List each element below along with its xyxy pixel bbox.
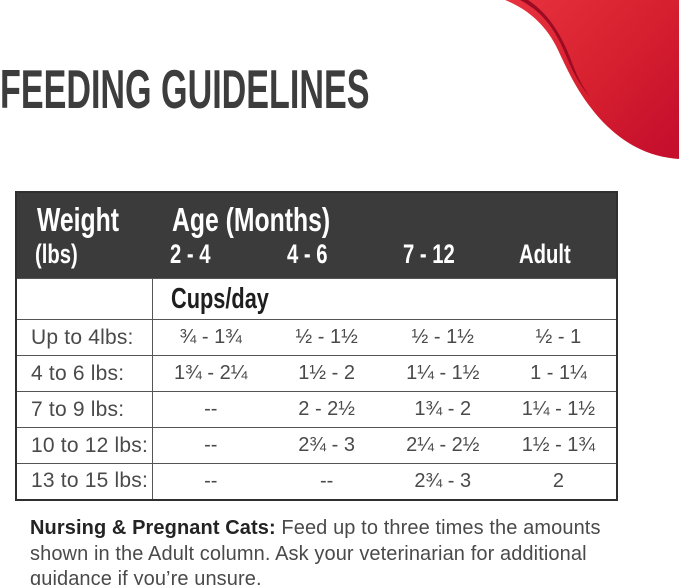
header-age-adult: Adult	[500, 239, 617, 279]
header-row-columns: (lbs) 2 - 4 4 - 6 7 - 12 Adult	[16, 239, 617, 279]
header-age-2-4: 2 - 4	[152, 239, 269, 279]
table-row: 10 to 12 lbs: -- 2¾ - 3 2¼ - 2½ 1½ - 1¾	[16, 427, 617, 464]
feeding-guidelines-table: Weight Age (Months) (lbs) 2 - 4 4 - 6 7 …	[15, 191, 618, 501]
cups-value: --	[152, 427, 269, 464]
table-row: Up to 4lbs: ¾ - 1¾ ½ - 1½ ½ - 1½ ½ - 1	[16, 319, 617, 356]
cups-value: 2¾ - 3	[268, 427, 385, 464]
footnote-body: Feed up to three times the amounts shown…	[30, 517, 601, 585]
weight-label: 7 to 9 lbs:	[16, 391, 153, 428]
cups-value: 2¼ - 2½	[384, 427, 501, 464]
header-age-4-6: 4 - 6	[268, 239, 385, 279]
cups-value: ½ - 1½	[384, 319, 501, 356]
cups-value: --	[268, 463, 385, 500]
header-weight: Weight	[16, 192, 153, 239]
header-age-months: Age (Months)	[152, 192, 617, 239]
cups-value: ½ - 1	[500, 319, 617, 356]
header-age-7-12: 7 - 12	[384, 239, 501, 279]
unit-row-empty-cell	[16, 278, 153, 320]
page-title-text: FEEDING GUIDELINES	[0, 58, 370, 120]
weight-label: Up to 4lbs:	[16, 319, 153, 356]
unit-label: Cups/day	[152, 278, 617, 320]
nursing-pregnant-footnote: Nursing & Pregnant Cats: Feed up to thre…	[30, 516, 650, 585]
weight-label: 4 to 6 lbs:	[16, 355, 153, 392]
header-row-group: Weight Age (Months)	[16, 192, 617, 239]
weight-label: 10 to 12 lbs:	[16, 427, 153, 464]
table-row: 13 to 15 lbs: -- -- 2¾ - 3 2	[16, 463, 617, 500]
table-row: 7 to 9 lbs: -- 2 - 2½ 1¾ - 2 1¼ - 1½	[16, 391, 617, 428]
cups-value: 1½ - 1¾	[500, 427, 617, 464]
cups-value: 2¾ - 3	[384, 463, 501, 500]
cups-value: --	[152, 463, 269, 500]
weight-label: 13 to 15 lbs:	[16, 463, 153, 500]
cups-value: 1¾ - 2	[384, 391, 501, 428]
cups-value: 1½ - 2	[268, 355, 385, 392]
unit-row: Cups/day	[16, 278, 617, 320]
cups-value: 1¼ - 1½	[500, 391, 617, 428]
cups-value: ½ - 1½	[268, 319, 385, 356]
cups-value: --	[152, 391, 269, 428]
cups-value: 2	[500, 463, 617, 500]
cups-value: 2 - 2½	[268, 391, 385, 428]
cups-value: 1¾ - 2¼	[152, 355, 269, 392]
cups-value: 1¼ - 1½	[384, 355, 501, 392]
footnote-lead-in: Nursing & Pregnant Cats:	[30, 517, 276, 539]
page-title: FEEDING GUIDELINES	[0, 62, 596, 117]
cups-value: ¾ - 1¾	[152, 319, 269, 356]
cups-value: 1 - 1¼	[500, 355, 617, 392]
header-lbs: (lbs)	[16, 239, 153, 279]
table-row: 4 to 6 lbs: 1¾ - 2¼ 1½ - 2 1¼ - 1½ 1 - 1…	[16, 355, 617, 392]
